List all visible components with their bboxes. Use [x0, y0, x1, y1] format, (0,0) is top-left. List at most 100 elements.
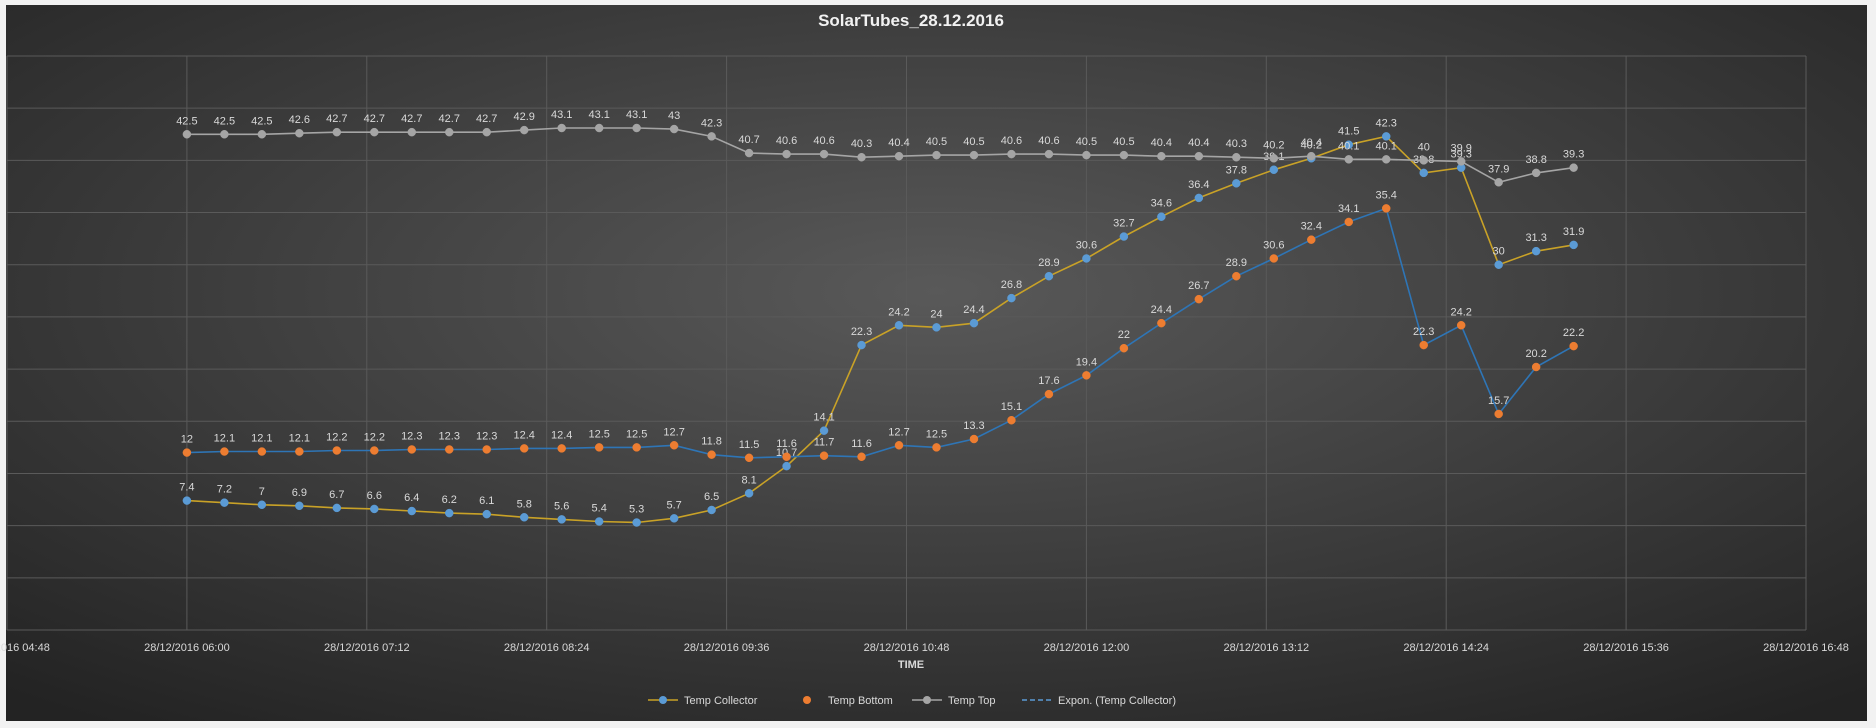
data-point [182, 448, 192, 457]
legend-label-0: Temp Collector [684, 695, 758, 707]
chart-area-background[interactable] [6, 5, 1867, 721]
data-point [1381, 204, 1391, 213]
data-point [257, 500, 267, 510]
data-label: 24.2 [888, 306, 909, 318]
legend[interactable]: Temp Collector Temp Bottom Temp Top Expon. … [648, 695, 1176, 707]
data-label: 36.4 [1188, 179, 1209, 191]
legend-label-2: Temp Top [948, 695, 996, 707]
data-point [1344, 217, 1354, 227]
data-point [894, 441, 904, 450]
data-point [1157, 318, 1166, 328]
data-point [632, 443, 641, 452]
data-label: 40.4 [888, 137, 909, 149]
chart-title[interactable]: SolarTubes_28.12.2016 [818, 11, 1004, 30]
data-label: 42.3 [701, 117, 722, 129]
data-point [519, 125, 529, 135]
data-point [1344, 155, 1354, 164]
data-label: 8.1 [741, 474, 756, 486]
data-point [744, 453, 754, 463]
data-point [932, 323, 941, 332]
data-point [1344, 140, 1354, 149]
data-label: 12.2 [364, 431, 385, 443]
data-label: 24.2 [1450, 306, 1471, 318]
data-label: 12.5 [926, 428, 947, 440]
data-label: 40.6 [1001, 135, 1022, 147]
data-label: 24 [930, 308, 942, 320]
data-point [1569, 240, 1578, 250]
data-point [932, 150, 941, 160]
data-label: 11.8 [701, 436, 722, 448]
data-point [969, 434, 979, 444]
data-point [182, 130, 192, 139]
data-point [857, 152, 866, 162]
data-point [1194, 193, 1204, 203]
data-label: 40.4 [1188, 137, 1209, 149]
data-point [220, 447, 229, 456]
data-point [819, 149, 829, 159]
data-label: 12.3 [439, 430, 460, 442]
data-label: 42.3 [1376, 117, 1397, 129]
data-point [445, 508, 454, 518]
data-label: 42.5 [214, 115, 235, 127]
data-point [407, 445, 417, 454]
x-tick-label: 28/12/2016 07:12 [324, 642, 410, 654]
data-label: 37.9 [1488, 163, 1509, 175]
data-label: 7.4 [179, 482, 194, 494]
x-axis-title[interactable]: TIME [898, 659, 924, 671]
data-point [220, 130, 229, 139]
data-point [782, 461, 791, 471]
data-point [1494, 178, 1503, 187]
data-label: 5.7 [666, 499, 681, 511]
legend-label-3: Expon. (Temp Collector) [1058, 695, 1176, 707]
data-label: 35.4 [1376, 189, 1397, 201]
data-label: 40.6 [813, 135, 834, 147]
data-point [707, 505, 716, 515]
data-label: 42.5 [251, 115, 272, 127]
data-label: 22.3 [1413, 326, 1434, 338]
data-point [1531, 168, 1541, 178]
data-label: 42.7 [439, 113, 460, 125]
series-line-1 [186, 207, 1574, 459]
data-point [557, 444, 566, 453]
data-point [1119, 343, 1129, 353]
data-point [1419, 168, 1428, 178]
data-point [1269, 165, 1279, 175]
data-point [1307, 235, 1316, 244]
data-point [407, 127, 417, 137]
data-point [744, 148, 754, 158]
data-label: 40.2 [1263, 139, 1284, 151]
data-point [1007, 293, 1016, 303]
data-label: 17.6 [1038, 375, 1059, 387]
data-point [632, 123, 641, 133]
data-label: 5.4 [592, 502, 607, 514]
data-label: 24.4 [1151, 304, 1172, 316]
data-label: 39.9 [1450, 142, 1471, 154]
data-label: 13.3 [963, 420, 984, 432]
data-point [1157, 151, 1166, 161]
data-label: 12.2 [326, 431, 347, 443]
series-line-2 [186, 127, 1574, 184]
data-label: 37.8 [1226, 164, 1247, 176]
data-label: 6.5 [704, 491, 719, 503]
data-point [257, 130, 267, 139]
data-point [819, 451, 829, 460]
data-label: 11.6 [776, 438, 797, 450]
data-point [1232, 152, 1241, 162]
data-point [1119, 150, 1129, 160]
data-label: 40.5 [963, 136, 984, 148]
data-point [182, 496, 192, 505]
x-tick-label: 28/12/2016 08:24 [504, 642, 590, 654]
data-label: 30 [1493, 246, 1505, 258]
data-label: 12.3 [476, 430, 497, 442]
data-label: 26.7 [1188, 280, 1209, 292]
data-point [1082, 254, 1091, 263]
data-label: 43.1 [551, 109, 572, 121]
data-label: 41.5 [1338, 126, 1359, 138]
data-label: 12.5 [588, 428, 609, 440]
data-point [482, 127, 491, 137]
data-point [1194, 294, 1204, 304]
data-point [370, 446, 379, 455]
data-label: 12.1 [214, 433, 235, 445]
x-tick-label: 28/12/2016 10:48 [864, 642, 950, 654]
